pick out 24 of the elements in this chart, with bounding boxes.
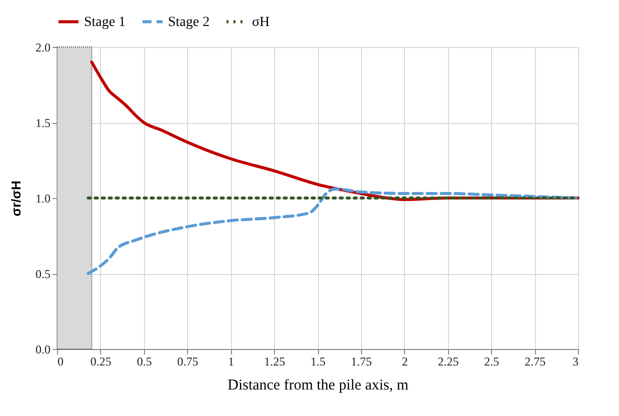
x-tick-label: 2.25 [438, 354, 459, 368]
legend-label: Stage 1 [84, 14, 126, 30]
legend-label: σH [252, 14, 270, 30]
y-tick-label: 2.0 [36, 40, 50, 54]
x-tick-label: 1.75 [350, 354, 372, 368]
x-tick-label: 3 [572, 354, 578, 368]
x-tick-label: 1 [228, 354, 234, 368]
x-tick-label: 0.75 [177, 354, 198, 368]
y-tick-label: 1.0 [36, 192, 50, 206]
x-tick-label: 2.5 [484, 354, 500, 368]
y-tick-label: 0.0 [36, 342, 50, 356]
y-axis-title: σr/σH [8, 180, 24, 216]
y-tick-label: 1.5 [36, 116, 50, 130]
x-tick-label: 1.25 [264, 354, 286, 368]
x-tick-label: 2.75 [524, 354, 546, 368]
y-tick-label: 0.5 [36, 267, 50, 281]
x-tick-label: 0 [58, 354, 64, 368]
x-tick-label: 2 [402, 354, 408, 368]
x-tick-label: 0.25 [90, 354, 112, 368]
x-axis-title: Distance from the pile axis, m [228, 378, 409, 394]
line-series [86, 187, 580, 275]
x-tick-label: 1.5 [310, 354, 326, 368]
legend-label: Stage 2 [168, 14, 210, 30]
x-tick-label: 0.5 [136, 354, 152, 368]
